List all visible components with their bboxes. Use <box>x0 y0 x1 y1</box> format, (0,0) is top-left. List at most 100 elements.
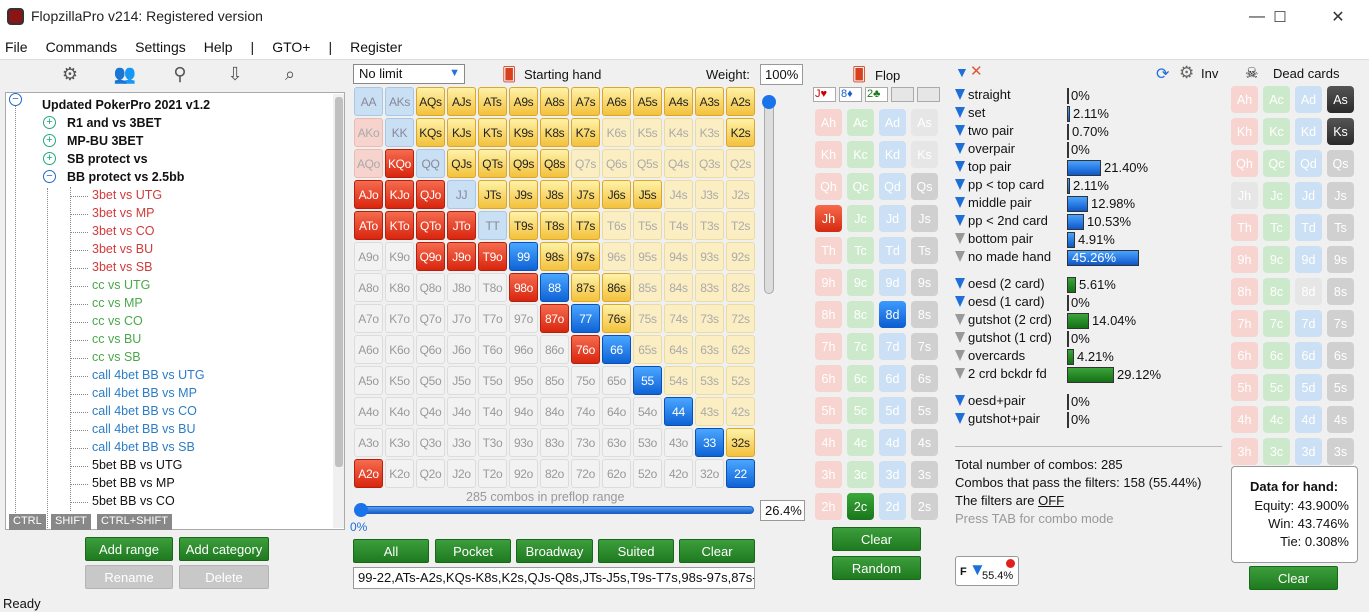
settings-gear-icon[interactable]: ⚙ <box>1179 63 1195 82</box>
hand-cell-K5s[interactable]: K5s <box>633 118 662 147</box>
hand-cell-Q7s[interactable]: Q7s <box>571 149 600 178</box>
filter-toggle-icon[interactable] <box>955 89 965 100</box>
hand-cell-T8s[interactable]: T8s <box>540 211 569 240</box>
dead-card-7s[interactable]: 7s <box>1327 310 1354 337</box>
hand-cell-64o[interactable]: 64o <box>602 397 631 426</box>
flop-card-4h[interactable]: 4h <box>815 429 842 456</box>
tree-group-4[interactable]: BB protect vs 2.5bb <box>67 170 185 184</box>
rename-button[interactable]: Rename <box>85 565 173 589</box>
hand-cell-T5s[interactable]: T5s <box>633 211 662 240</box>
dead-card-5d[interactable]: 5d <box>1295 374 1322 401</box>
flop-card-9h[interactable]: 9h <box>815 269 842 296</box>
flop-card-7c[interactable]: 7c <box>847 333 874 360</box>
stat-row-gutshot-2-crd-[interactable]: gutshot (2 crd) 14.04% <box>955 312 1215 329</box>
hand-cell-K3s[interactable]: K3s <box>695 118 724 147</box>
hand-cell-T8o[interactable]: T8o <box>478 273 507 302</box>
dead-card-6d[interactable]: 6d <box>1295 342 1322 369</box>
hand-cell-A4o[interactable]: A4o <box>354 397 383 426</box>
hand-cell-QJs[interactable]: QJs <box>447 149 476 178</box>
hand-cell-Q2o[interactable]: Q2o <box>416 459 445 488</box>
hand-cell-99[interactable]: 99 <box>509 242 538 271</box>
stat-row-gutshot-1-crd-[interactable]: gutshot (1 crd) 0% <box>955 330 1215 347</box>
hand-cell-72o[interactable]: 72o <box>571 459 600 488</box>
filter-add-icon[interactable]: ⚲ <box>173 64 187 84</box>
hand-cell-J4o[interactable]: J4o <box>447 397 476 426</box>
hand-cell-A6o[interactable]: A6o <box>354 335 383 364</box>
filter-toggle-icon[interactable] <box>955 296 965 307</box>
tree-leaf-red[interactable]: 3bet vs CO <box>92 224 155 238</box>
filter-toggle-icon[interactable] <box>955 332 965 343</box>
users-icon[interactable]: 👥 <box>113 64 137 84</box>
hand-cell-T2o[interactable]: T2o <box>478 459 507 488</box>
hand-cell-J2s[interactable]: J2s <box>726 180 755 209</box>
hand-cell-42s[interactable]: 42s <box>726 397 755 426</box>
dead-card-Ts[interactable]: Ts <box>1327 214 1354 241</box>
hand-cell-J9s[interactable]: J9s <box>509 180 538 209</box>
flop-card-5s[interactable]: 5s <box>911 397 938 424</box>
flop-card-Jd[interactable]: Jd <box>879 205 906 232</box>
range-percent-slider[interactable] <box>354 503 754 517</box>
hand-cell-KTo[interactable]: KTo <box>385 211 414 240</box>
hand-cell-A3s[interactable]: A3s <box>695 87 724 116</box>
filter-toggle-icon[interactable] <box>955 107 965 118</box>
hand-cell-97o[interactable]: 97o <box>509 304 538 333</box>
flop-card-8s[interactable]: 8s <box>911 301 938 328</box>
tree-scrollbar[interactable] <box>333 94 344 528</box>
hand-cell-73s[interactable]: 73s <box>695 304 724 333</box>
hand-cell-T9s[interactable]: T9s <box>509 211 538 240</box>
hand-cell-96o[interactable]: 96o <box>509 335 538 364</box>
dead-card-Qd[interactable]: Qd <box>1295 150 1322 177</box>
dead-card-6c[interactable]: 6c <box>1263 342 1290 369</box>
flop-card-Qc[interactable]: Qc <box>847 173 874 200</box>
hand-cell-T3o[interactable]: T3o <box>478 428 507 457</box>
flop-card-7h[interactable]: 7h <box>815 333 842 360</box>
hand-cell-62s[interactable]: 62s <box>726 335 755 364</box>
menu-commands[interactable]: Commands <box>45 38 118 55</box>
hand-cell-66[interactable]: 66 <box>602 335 631 364</box>
flop-card-Ah[interactable]: Ah <box>815 109 842 136</box>
flop-card-Qs[interactable]: Qs <box>911 173 938 200</box>
hand-cell-QQ[interactable]: QQ <box>416 149 445 178</box>
hand-cell-52s[interactable]: 52s <box>726 366 755 395</box>
tree-leaf-blue[interactable]: call 4bet BB vs UTG <box>92 368 205 382</box>
dead-card-3h[interactable]: 3h <box>1231 438 1258 465</box>
hand-cell-Q4s[interactable]: Q4s <box>664 149 693 178</box>
hand-cell-86o[interactable]: 86o <box>540 335 569 364</box>
group-toggle[interactable]: + <box>43 134 56 147</box>
stat-row-gutshot-pair[interactable]: gutshot+pair 0% <box>955 411 1215 428</box>
flop-card-2h[interactable]: 2h <box>815 493 842 520</box>
hand-cell-84o[interactable]: 84o <box>540 397 569 426</box>
dead-card-Jh[interactable]: Jh <box>1231 182 1258 209</box>
inv-toggle[interactable]: Inv <box>1201 66 1219 81</box>
group-toggle[interactable]: + <box>43 116 56 129</box>
hand-cell-74o[interactable]: 74o <box>571 397 600 426</box>
flop-card-6d[interactable]: 6d <box>879 365 906 392</box>
hand-cell-44[interactable]: 44 <box>664 397 693 426</box>
hand-cell-92s[interactable]: 92s <box>726 242 755 271</box>
hand-cell-T9o[interactable]: T9o <box>478 242 507 271</box>
hand-cell-73o[interactable]: 73o <box>571 428 600 457</box>
hand-cell-K2o[interactable]: K2o <box>385 459 414 488</box>
flop-card-Td[interactable]: Td <box>879 237 906 264</box>
dead-card-As[interactable]: As <box>1327 86 1354 113</box>
dead-card-Qc[interactable]: Qc <box>1263 150 1290 177</box>
tree-leaf-red[interactable]: 3bet vs SB <box>92 260 153 274</box>
stat-row-overpair[interactable]: overpair 0% <box>955 141 1215 158</box>
hand-cell-33[interactable]: 33 <box>695 428 724 457</box>
filters-toggle-link[interactable]: OFF <box>1038 493 1065 508</box>
dead-card-Ac[interactable]: Ac <box>1263 86 1290 113</box>
stat-row-pp-2nd-card[interactable]: pp < 2nd card 10.53% <box>955 213 1215 230</box>
hand-cell-T5o[interactable]: T5o <box>478 366 507 395</box>
hand-cell-Q3s[interactable]: Q3s <box>695 149 724 178</box>
hand-cell-J4s[interactable]: J4s <box>664 180 693 209</box>
gear-icon[interactable]: ⚙ <box>61 64 79 84</box>
flop-slot-4[interactable] <box>891 87 914 102</box>
dead-card-3d[interactable]: 3d <box>1295 438 1322 465</box>
flop-card-4d[interactable]: 4d <box>879 429 906 456</box>
hand-cell-KK[interactable]: KK <box>385 118 414 147</box>
hand-cell-J5s[interactable]: J5s <box>633 180 662 209</box>
dead-card-Qh[interactable]: Qh <box>1231 150 1258 177</box>
search-icon[interactable]: ⌕ <box>284 64 296 84</box>
hand-cell-A2s[interactable]: A2s <box>726 87 755 116</box>
hand-cell-J3o[interactable]: J3o <box>447 428 476 457</box>
